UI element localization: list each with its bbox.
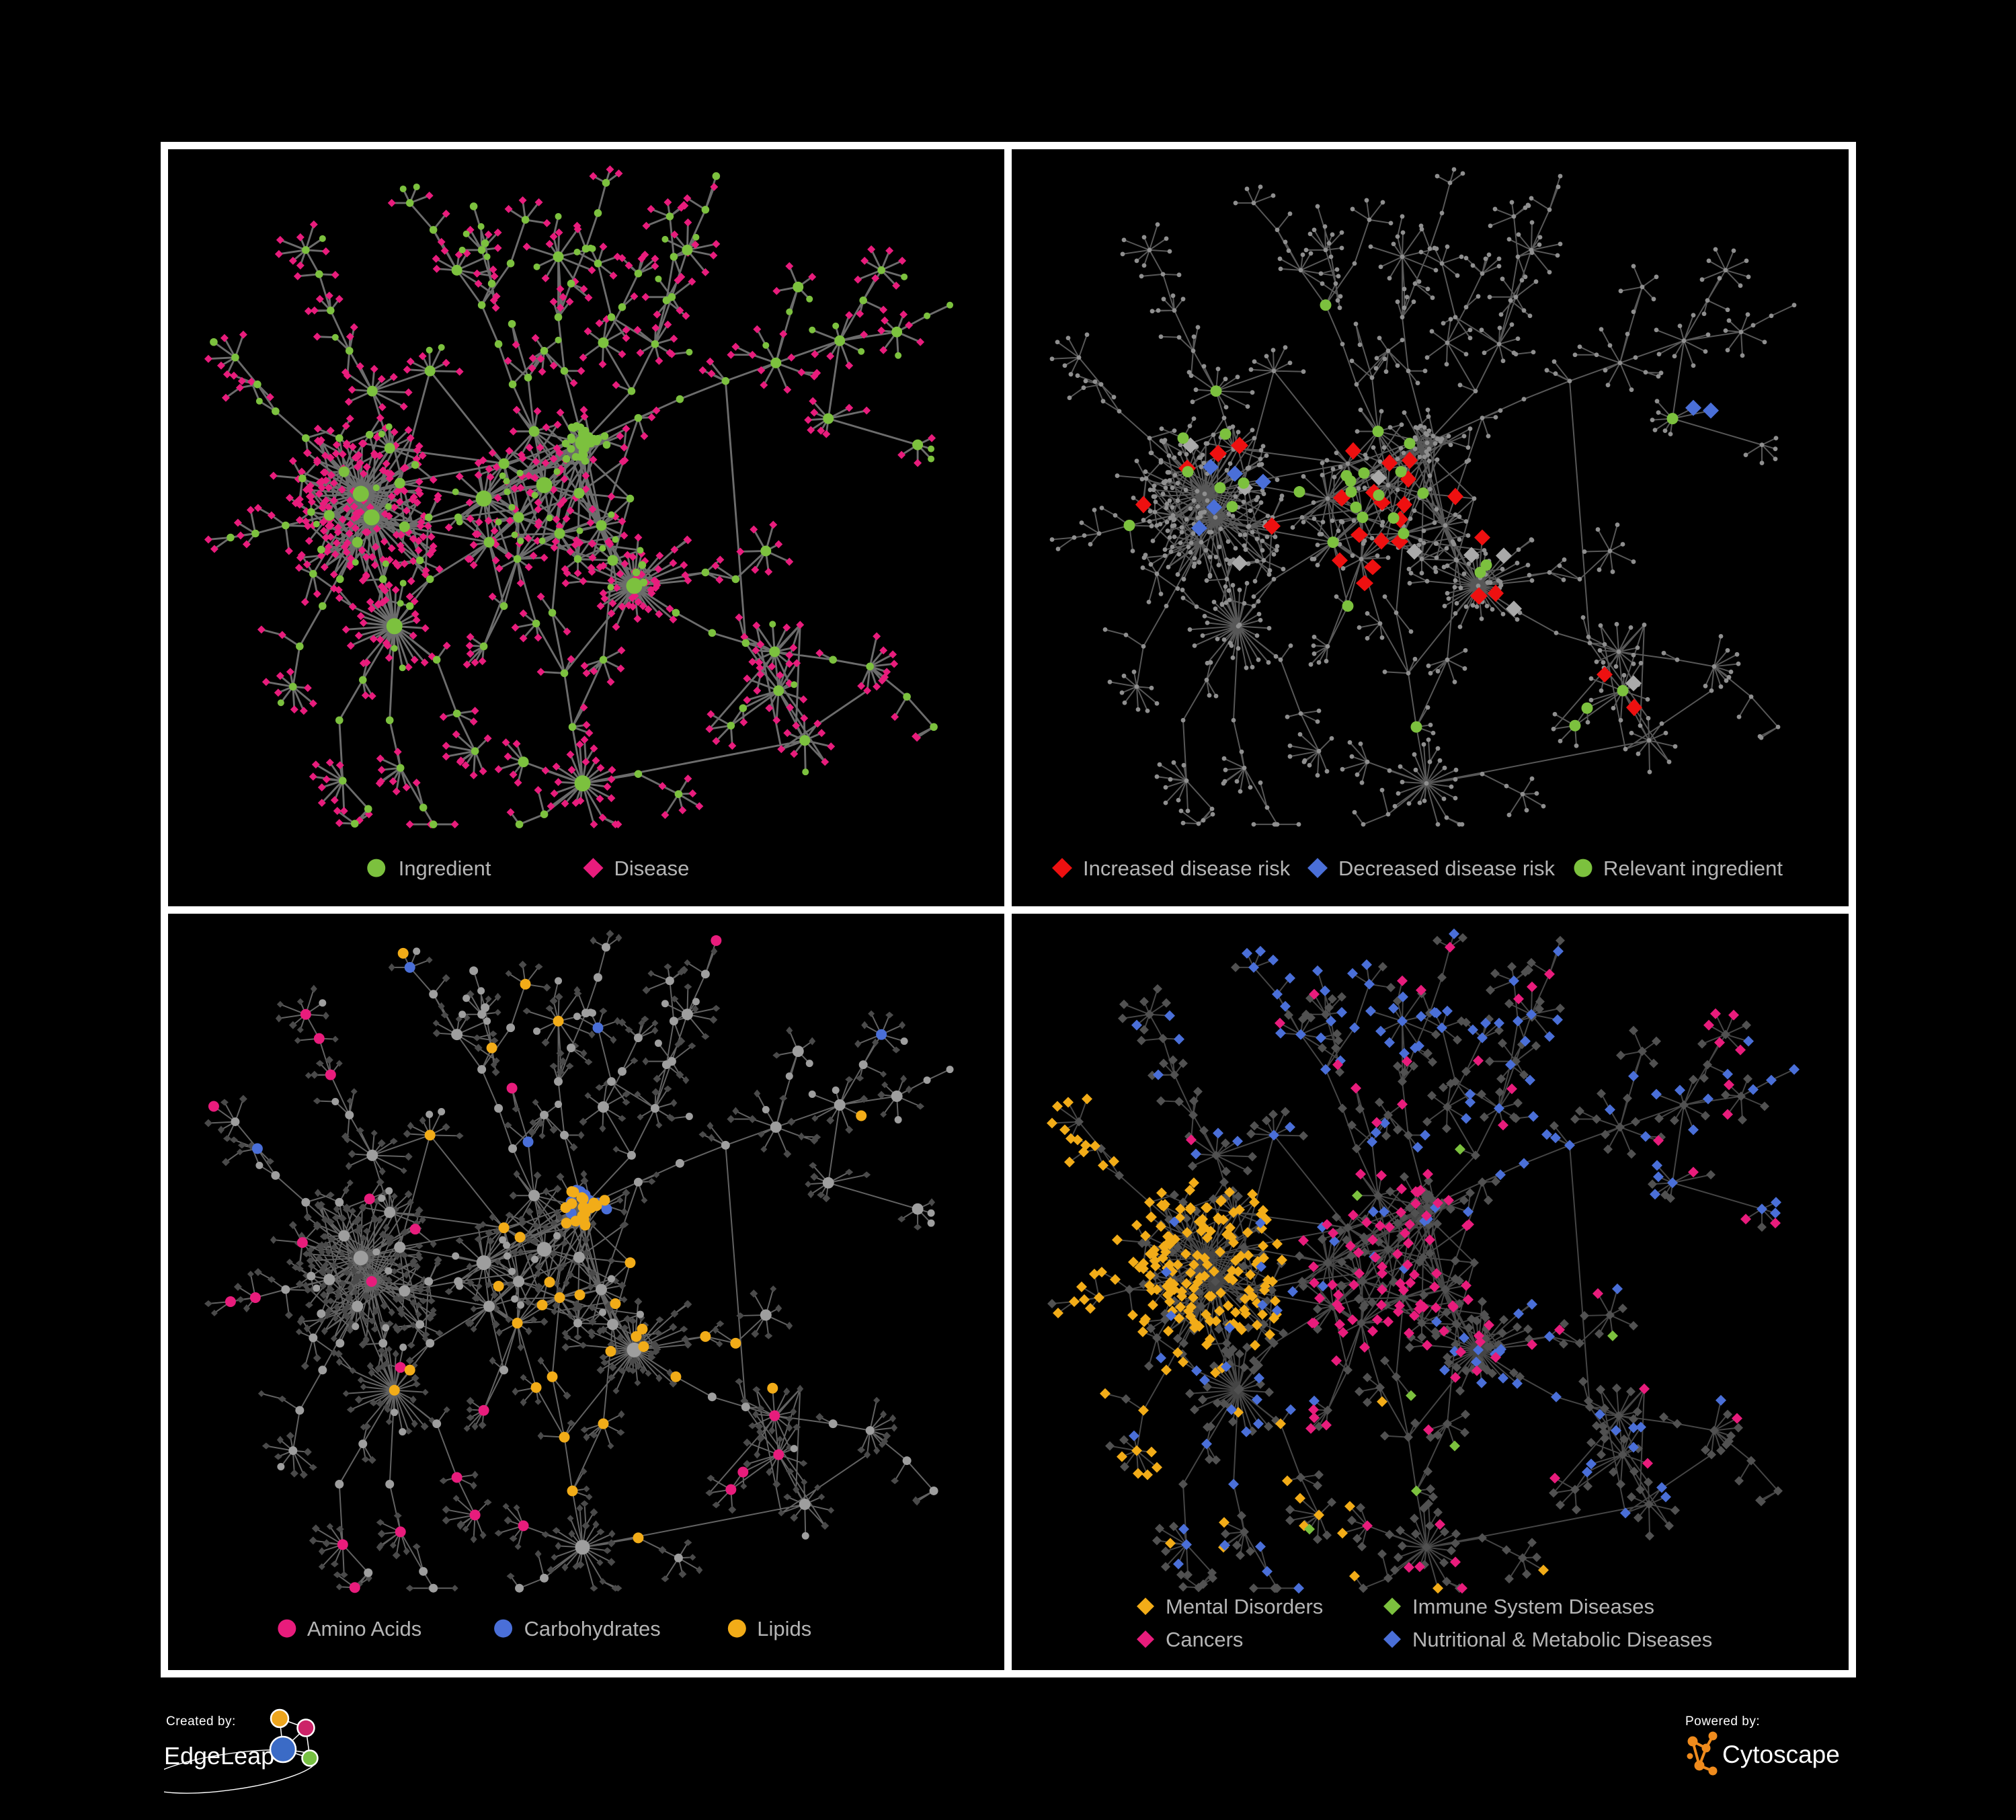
svg-text:Disease: Disease — [614, 857, 689, 880]
svg-text:Ingredient: Ingredient — [399, 857, 491, 880]
svg-text:Immune System Diseases: Immune System Diseases — [1412, 1595, 1654, 1618]
svg-text:Cytoscape: Cytoscape — [1722, 1741, 1840, 1768]
svg-text:Lipids: Lipids — [757, 1617, 811, 1640]
svg-text:Mental Disorders: Mental Disorders — [1166, 1595, 1323, 1618]
svg-text:EdgeLeap: EdgeLeap — [164, 1742, 274, 1770]
svg-text:Relevant ingredient: Relevant ingredient — [1603, 857, 1783, 880]
svg-text:Increased disease risk: Increased disease risk — [1083, 857, 1291, 880]
svg-text:Nutritional & Metabolic Diseas: Nutritional & Metabolic Diseases — [1412, 1628, 1712, 1651]
svg-text:Decreased disease risk: Decreased disease risk — [1338, 857, 1556, 880]
svg-text:Powered by:: Powered by: — [1685, 1714, 1760, 1729]
svg-text:Created by:: Created by: — [166, 1714, 236, 1729]
svg-text:Cancers: Cancers — [1166, 1628, 1243, 1651]
svg-text:Amino Acids: Amino Acids — [307, 1617, 421, 1640]
svg-text:Carbohydrates: Carbohydrates — [524, 1617, 661, 1640]
